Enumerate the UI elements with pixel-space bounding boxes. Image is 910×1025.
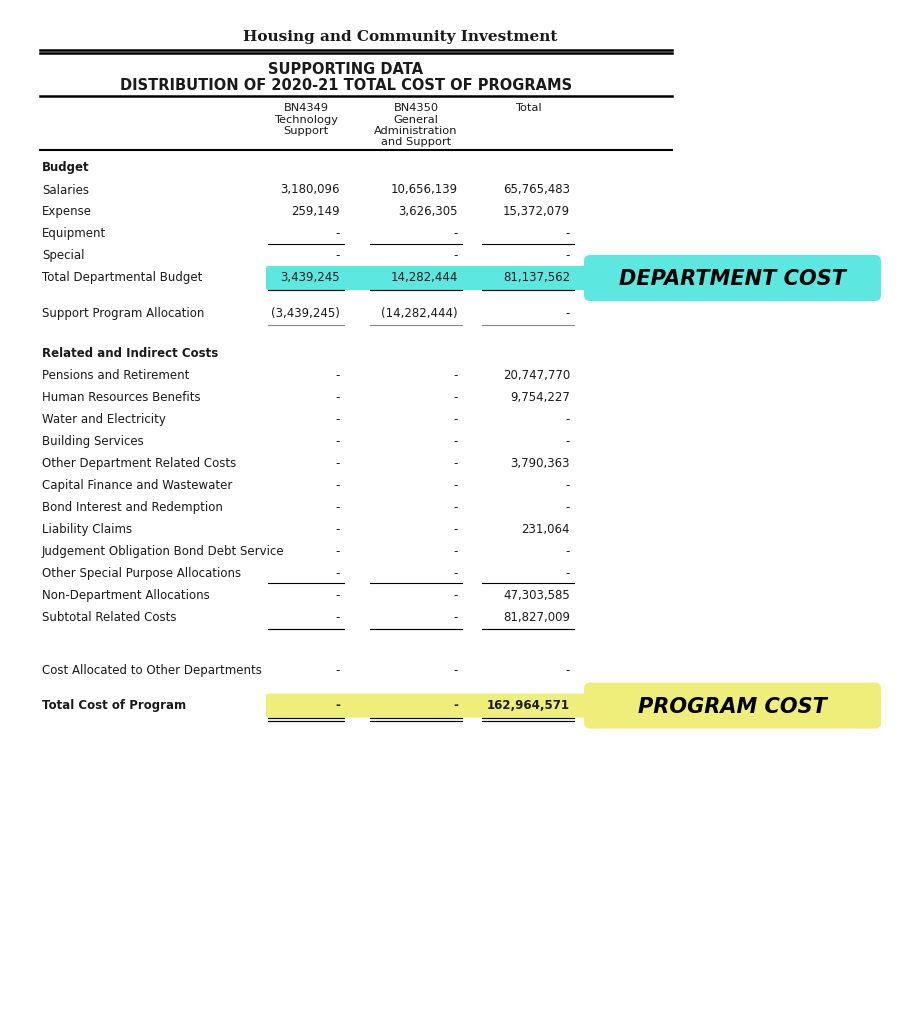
Text: Other Department Related Costs: Other Department Related Costs: [42, 457, 237, 469]
Text: Salaries: Salaries: [42, 183, 89, 197]
Text: BN4349: BN4349: [284, 102, 329, 113]
Text: -: -: [336, 413, 340, 425]
Text: (3,439,245): (3,439,245): [271, 306, 340, 320]
Text: 10,656,139: 10,656,139: [391, 183, 458, 197]
Text: 3,439,245: 3,439,245: [280, 272, 340, 285]
Text: -: -: [336, 523, 340, 536]
Text: -: -: [336, 544, 340, 558]
Text: Human Resources Benefits: Human Resources Benefits: [42, 391, 200, 404]
Text: -: -: [336, 391, 340, 404]
Text: SUPPORTING DATA: SUPPORTING DATA: [268, 62, 423, 77]
Text: -: -: [566, 567, 570, 580]
Text: -: -: [336, 249, 340, 262]
Text: -: -: [453, 479, 458, 492]
Text: -: -: [566, 664, 570, 676]
Text: -: -: [566, 228, 570, 241]
Text: Non-Department Allocations: Non-Department Allocations: [42, 588, 209, 602]
Text: and Support: and Support: [381, 137, 451, 147]
Text: -: -: [566, 500, 570, 514]
FancyBboxPatch shape: [266, 694, 676, 718]
FancyBboxPatch shape: [266, 266, 676, 290]
Text: 14,282,444: 14,282,444: [390, 272, 458, 285]
Text: -: -: [566, 544, 570, 558]
Text: DEPARTMENT COST: DEPARTMENT COST: [619, 269, 846, 289]
Text: 47,303,585: 47,303,585: [503, 588, 570, 602]
Text: Water and Electricity: Water and Electricity: [42, 413, 166, 425]
Text: -: -: [453, 500, 458, 514]
Text: BN4350: BN4350: [393, 102, 439, 113]
FancyBboxPatch shape: [584, 683, 881, 729]
Text: Subtotal Related Costs: Subtotal Related Costs: [42, 611, 177, 623]
Text: -: -: [453, 523, 458, 536]
Text: Capital Finance and Wastewater: Capital Finance and Wastewater: [42, 479, 232, 492]
Text: -: -: [566, 306, 570, 320]
Text: (14,282,444): (14,282,444): [381, 306, 458, 320]
Text: -: -: [336, 500, 340, 514]
Text: -: -: [336, 588, 340, 602]
Text: Total: Total: [515, 102, 541, 113]
Text: -: -: [453, 611, 458, 623]
Text: -: -: [336, 664, 340, 676]
FancyBboxPatch shape: [584, 255, 881, 301]
Text: Cost Allocated to Other Departments: Cost Allocated to Other Departments: [42, 664, 262, 676]
Text: -: -: [336, 479, 340, 492]
Text: 65,765,483: 65,765,483: [503, 183, 570, 197]
Text: -: -: [453, 588, 458, 602]
Text: Equipment: Equipment: [42, 228, 106, 241]
Text: Judgement Obligation Bond Debt Service: Judgement Obligation Bond Debt Service: [42, 544, 285, 558]
Text: DISTRIBUTION OF 2020-21 TOTAL COST OF PROGRAMS: DISTRIBUTION OF 2020-21 TOTAL COST OF PR…: [120, 78, 571, 93]
Text: -: -: [336, 567, 340, 580]
Text: -: -: [335, 699, 340, 712]
Text: Building Services: Building Services: [42, 435, 144, 448]
Text: 259,149: 259,149: [291, 205, 340, 218]
Text: -: -: [453, 544, 458, 558]
Text: -: -: [453, 699, 458, 712]
Text: Expense: Expense: [42, 205, 92, 218]
Text: -: -: [336, 457, 340, 469]
Text: -: -: [566, 479, 570, 492]
Text: -: -: [566, 249, 570, 262]
Text: Total Cost of Program: Total Cost of Program: [42, 699, 187, 712]
Text: -: -: [336, 228, 340, 241]
Text: 9,754,227: 9,754,227: [511, 391, 570, 404]
Text: Technology: Technology: [274, 115, 338, 125]
Text: 3,180,096: 3,180,096: [280, 183, 340, 197]
Text: -: -: [336, 611, 340, 623]
Text: -: -: [453, 457, 458, 469]
Text: 81,827,009: 81,827,009: [503, 611, 570, 623]
Text: -: -: [453, 413, 458, 425]
Text: 20,747,770: 20,747,770: [502, 369, 570, 381]
Text: 81,137,562: 81,137,562: [503, 272, 570, 285]
Text: Other Special Purpose Allocations: Other Special Purpose Allocations: [42, 567, 241, 580]
Text: PROGRAM COST: PROGRAM COST: [638, 697, 827, 716]
Text: Pensions and Retirement: Pensions and Retirement: [42, 369, 189, 381]
Text: -: -: [336, 435, 340, 448]
Text: -: -: [453, 228, 458, 241]
Text: Support Program Allocation: Support Program Allocation: [42, 306, 205, 320]
Text: Related and Indirect Costs: Related and Indirect Costs: [42, 346, 218, 360]
Text: -: -: [453, 567, 458, 580]
Text: -: -: [453, 249, 458, 262]
Text: Housing and Community Investment: Housing and Community Investment: [243, 30, 558, 44]
Text: -: -: [453, 369, 458, 381]
Text: Administration: Administration: [374, 126, 458, 136]
Text: 15,372,079: 15,372,079: [503, 205, 570, 218]
Text: -: -: [453, 664, 458, 676]
Text: Bond Interest and Redemption: Bond Interest and Redemption: [42, 500, 223, 514]
Text: General: General: [393, 115, 439, 125]
Text: Liability Claims: Liability Claims: [42, 523, 132, 536]
Text: -: -: [453, 435, 458, 448]
Text: 3,790,363: 3,790,363: [511, 457, 570, 469]
Text: Total Departmental Budget: Total Departmental Budget: [42, 272, 202, 285]
Text: -: -: [566, 413, 570, 425]
Text: 3,626,305: 3,626,305: [399, 205, 458, 218]
Text: Support: Support: [283, 126, 329, 136]
Text: Budget: Budget: [42, 162, 89, 174]
Text: 162,964,571: 162,964,571: [487, 699, 570, 712]
Text: -: -: [566, 435, 570, 448]
Text: Special: Special: [42, 249, 85, 262]
Text: -: -: [336, 369, 340, 381]
Text: 231,064: 231,064: [521, 523, 570, 536]
Text: -: -: [453, 391, 458, 404]
